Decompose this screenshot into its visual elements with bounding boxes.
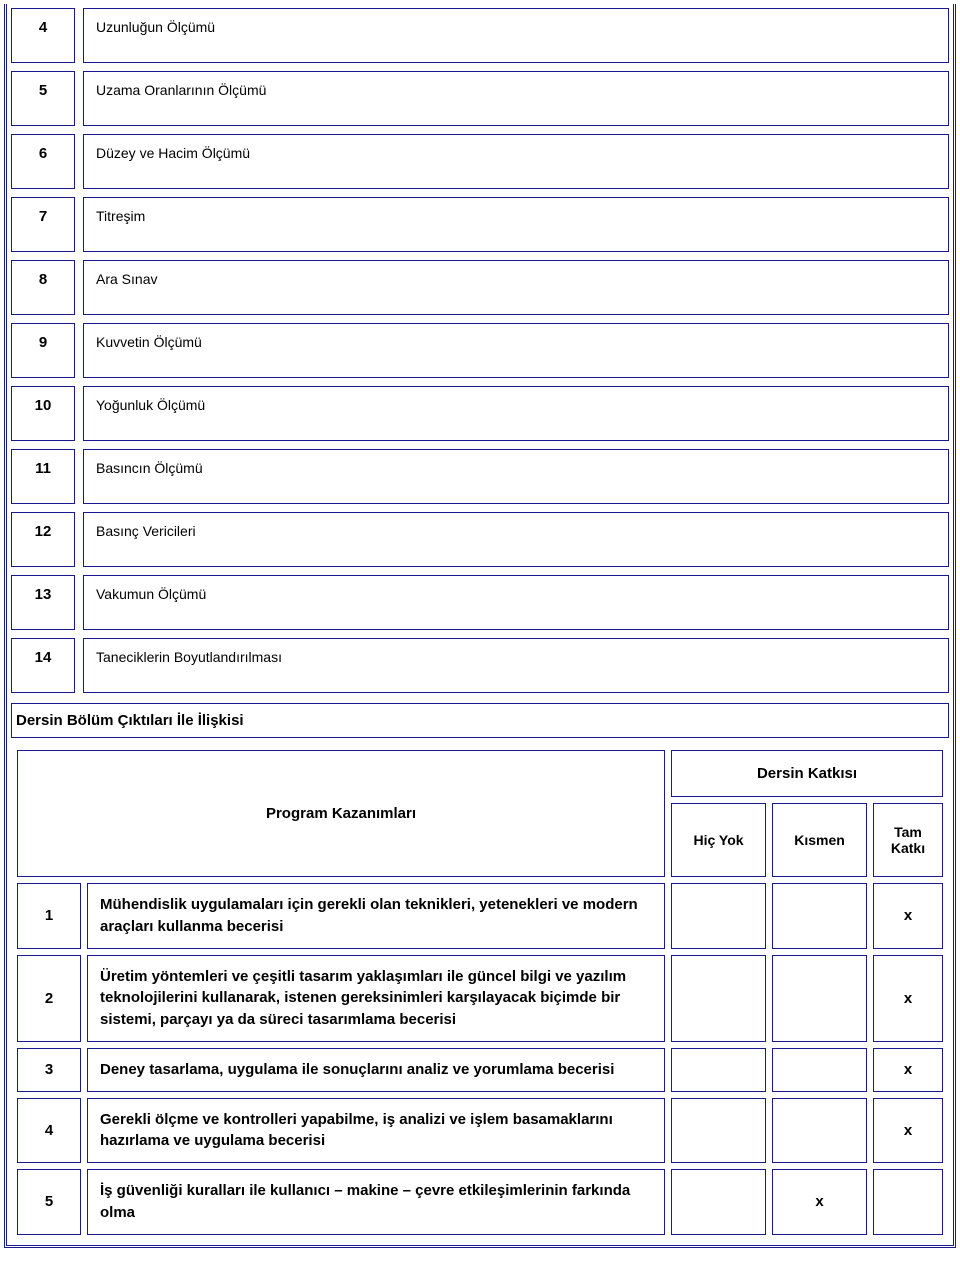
topic-row: 14Taneciklerin Boyutlandırılması (11, 638, 949, 693)
outcome-hic-yok (671, 1169, 766, 1235)
topic-row: 7Titreşim (11, 197, 949, 252)
table-row: 5İş güvenliği kuralları ile kullanıcı – … (17, 1169, 943, 1235)
header-dersin: Dersin Katkısı (671, 750, 943, 797)
header-program: Program Kazanımları (17, 750, 665, 877)
topic-number: 13 (11, 575, 75, 630)
outcome-number: 5 (17, 1169, 81, 1235)
topic-text: Kuvvetin Ölçümü (83, 323, 949, 378)
topic-row: 6Düzey ve Hacim Ölçümü (11, 134, 949, 189)
topic-text: Basınç Vericileri (83, 512, 949, 567)
topic-row: 9Kuvvetin Ölçümü (11, 323, 949, 378)
outcome-number: 1 (17, 883, 81, 949)
topic-number: 5 (11, 71, 75, 126)
header-tam: Tam Katkı (873, 803, 943, 877)
topic-text: Basıncın Ölçümü (83, 449, 949, 504)
topic-row: 10Yoğunluk Ölçümü (11, 386, 949, 441)
outcome-text: Mühendislik uygulamaları için gerekli ol… (87, 883, 665, 949)
table-row: 4Gerekli ölçme ve kontrolleri yapabilme,… (17, 1098, 943, 1164)
topic-number: 11 (11, 449, 75, 504)
header-hic-yok: Hiç Yok (671, 803, 766, 877)
outcomes-table: Program Kazanımları Dersin Katkısı Hiç Y… (11, 744, 949, 1241)
topic-number: 4 (11, 8, 75, 63)
topics-table: 4Uzunluğun Ölçümü5Uzama Oranlarının Ölçü… (11, 8, 949, 693)
outcome-number: 3 (17, 1048, 81, 1092)
outcome-tam: x (873, 1048, 943, 1092)
outcome-number: 2 (17, 955, 81, 1042)
topic-number: 6 (11, 134, 75, 189)
outcome-hic-yok (671, 1098, 766, 1164)
outcome-kismen (772, 1048, 867, 1092)
page-container: 4Uzunluğun Ölçümü5Uzama Oranlarının Ölçü… (4, 4, 956, 1248)
outcome-kismen (772, 1098, 867, 1164)
outcome-tam: x (873, 955, 943, 1042)
outcome-text: Gerekli ölçme ve kontrolleri yapabilme, … (87, 1098, 665, 1164)
outcome-kismen (772, 883, 867, 949)
topic-text: Ara Sınav (83, 260, 949, 315)
topic-text: Uzunluğun Ölçümü (83, 8, 949, 63)
outcome-hic-yok (671, 955, 766, 1042)
outcome-kismen: x (772, 1169, 867, 1235)
outcome-text: İş güvenliği kuralları ile kullanıcı – m… (87, 1169, 665, 1235)
topic-row: 11Basıncın Ölçümü (11, 449, 949, 504)
topic-row: 4Uzunluğun Ölçümü (11, 8, 949, 63)
topic-row: 12Basınç Vericileri (11, 512, 949, 567)
outcome-kismen (772, 955, 867, 1042)
topic-text: Yoğunluk Ölçümü (83, 386, 949, 441)
topic-number: 10 (11, 386, 75, 441)
topic-number: 9 (11, 323, 75, 378)
topic-row: 5Uzama Oranlarının Ölçümü (11, 71, 949, 126)
table-row: 1Mühendislik uygulamaları için gerekli o… (17, 883, 943, 949)
topic-row: 8Ara Sınav (11, 260, 949, 315)
topic-number: 12 (11, 512, 75, 567)
topic-number: 7 (11, 197, 75, 252)
topic-text: Titreşim (83, 197, 949, 252)
table-row: 3Deney tasarlama, uygulama ile sonuçları… (17, 1048, 943, 1092)
header-kismen: Kısmen (772, 803, 867, 877)
section-title: Dersin Bölüm Çıktıları İle İlişkisi (11, 703, 949, 738)
outcome-text: Üretim yöntemleri ve çeşitli tasarım yak… (87, 955, 665, 1042)
outcome-tam: x (873, 1098, 943, 1164)
outcome-hic-yok (671, 1048, 766, 1092)
table-header-row-1: Program Kazanımları Dersin Katkısı (17, 750, 943, 797)
outcome-tam: x (873, 883, 943, 949)
topic-row: 13Vakumun Ölçümü (11, 575, 949, 630)
topic-number: 14 (11, 638, 75, 693)
outcome-hic-yok (671, 883, 766, 949)
outcome-tam (873, 1169, 943, 1235)
outcome-number: 4 (17, 1098, 81, 1164)
outcome-text: Deney tasarlama, uygulama ile sonuçların… (87, 1048, 665, 1092)
topic-text: Taneciklerin Boyutlandırılması (83, 638, 949, 693)
topic-text: Düzey ve Hacim Ölçümü (83, 134, 949, 189)
table-row: 2Üretim yöntemleri ve çeşitli tasarım ya… (17, 955, 943, 1042)
topic-text: Vakumun Ölçümü (83, 575, 949, 630)
topic-number: 8 (11, 260, 75, 315)
topic-text: Uzama Oranlarının Ölçümü (83, 71, 949, 126)
